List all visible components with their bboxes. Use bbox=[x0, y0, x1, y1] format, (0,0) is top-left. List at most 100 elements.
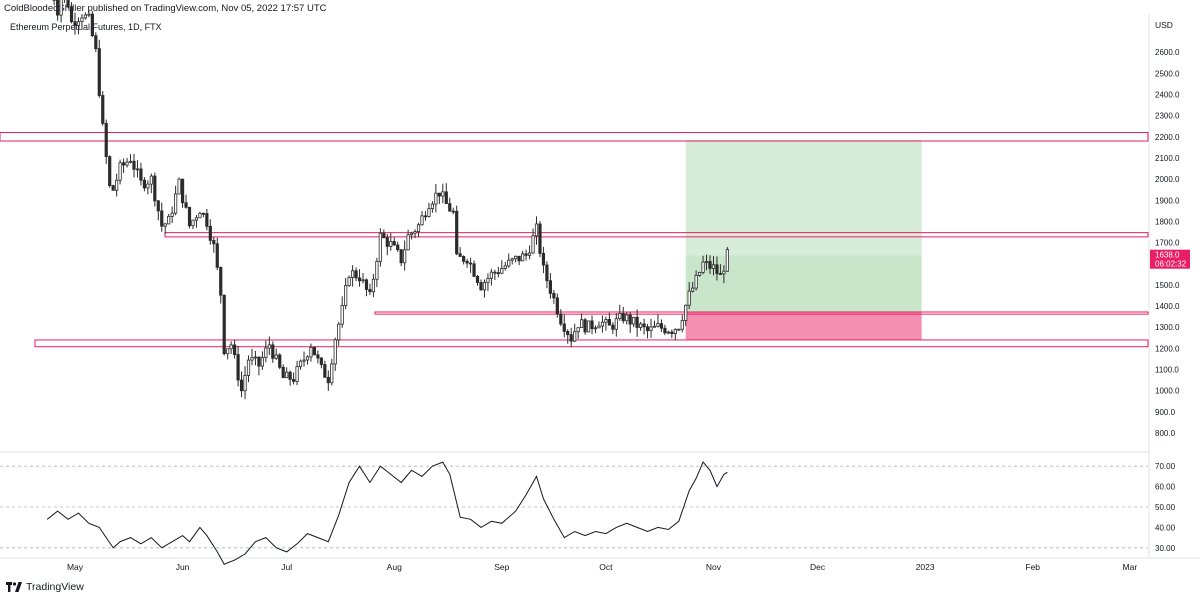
candle-up bbox=[416, 224, 421, 233]
rsi-tick-label: 60.00 bbox=[1155, 483, 1176, 492]
horizontal-level-zone[interactable] bbox=[164, 232, 1149, 238]
candle-up bbox=[371, 278, 376, 293]
candle-up bbox=[666, 331, 670, 334]
candle-up bbox=[486, 277, 490, 283]
candle-up bbox=[260, 357, 264, 367]
candle-down bbox=[66, 0, 70, 8]
candle-up bbox=[167, 215, 171, 225]
candle-up bbox=[725, 249, 729, 272]
candle-down bbox=[326, 376, 330, 384]
candle-down bbox=[385, 237, 389, 247]
candle-up bbox=[694, 275, 698, 289]
candle-up bbox=[632, 316, 636, 325]
time-tick-label: Jun bbox=[176, 562, 190, 572]
candle-up bbox=[704, 261, 709, 263]
candle-up bbox=[680, 319, 684, 330]
candle-down bbox=[219, 266, 223, 296]
candle-down bbox=[271, 344, 275, 359]
candle-down bbox=[208, 225, 212, 241]
candle-down bbox=[517, 255, 521, 262]
rsi-tick-label: 30.00 bbox=[1155, 544, 1176, 553]
candle-down bbox=[69, 6, 74, 23]
candle-up bbox=[375, 261, 379, 280]
axes: 2600.0 2500.0 2400.0 2300.0 2200.0 2100.0 2000… bbox=[67, 48, 1180, 572]
horizontal-level-zone[interactable] bbox=[34, 339, 1149, 348]
candle-down bbox=[382, 232, 386, 239]
candle-down bbox=[184, 202, 188, 208]
candle-up bbox=[434, 192, 438, 205]
candle-up bbox=[174, 193, 178, 214]
candle-down bbox=[552, 292, 556, 299]
candle-up bbox=[305, 356, 310, 361]
candle-down bbox=[715, 264, 719, 274]
price-tick-label: 2200.0 bbox=[1155, 133, 1180, 142]
candle-down bbox=[670, 331, 674, 334]
time-tick-label: Sep bbox=[494, 562, 509, 572]
candle-up bbox=[711, 264, 716, 269]
price-tick-label: 1900.0 bbox=[1155, 196, 1180, 205]
candle-down bbox=[635, 316, 639, 328]
candle-down bbox=[222, 294, 226, 355]
candle-up bbox=[514, 255, 518, 260]
bar-countdown: 06:02:32 bbox=[1155, 260, 1187, 269]
candle-up bbox=[691, 287, 695, 292]
time-tick-label: Aug bbox=[387, 562, 402, 572]
candle-down bbox=[659, 323, 664, 329]
candle-up bbox=[80, 17, 84, 23]
candle-down bbox=[451, 210, 455, 213]
candle-down bbox=[233, 344, 237, 355]
candle-down bbox=[479, 282, 483, 291]
candle-up bbox=[298, 360, 303, 367]
candle-up bbox=[198, 212, 202, 219]
candle-up bbox=[500, 268, 504, 274]
price-tick-label: 900.0 bbox=[1155, 408, 1176, 417]
candle-up bbox=[135, 168, 140, 171]
time-tick-label: 2023 bbox=[916, 562, 935, 572]
candle-down bbox=[101, 95, 105, 124]
currency-label: USD bbox=[1155, 20, 1173, 30]
candle-down bbox=[396, 244, 400, 251]
tradingview-brand-label: TradingView bbox=[26, 581, 84, 593]
candle-up bbox=[128, 160, 133, 163]
footer-brand[interactable]: TradingView bbox=[6, 580, 84, 594]
candle-down bbox=[392, 241, 396, 246]
candle-down bbox=[569, 334, 573, 342]
candle-up bbox=[604, 319, 608, 323]
candle-up bbox=[649, 326, 653, 332]
candle-up bbox=[580, 319, 584, 329]
price-tick-label: 2000.0 bbox=[1155, 175, 1180, 184]
candle-up bbox=[510, 258, 514, 261]
candle-up bbox=[409, 232, 414, 236]
price-tick-label: 1300.0 bbox=[1155, 323, 1180, 332]
candle-down bbox=[538, 223, 542, 254]
candle-down bbox=[663, 327, 667, 334]
time-tick-label: Mar bbox=[1123, 562, 1138, 572]
candle-up bbox=[285, 371, 289, 379]
candle-down bbox=[111, 185, 115, 191]
candle-down bbox=[288, 371, 292, 380]
price-tick-label: 1800.0 bbox=[1155, 217, 1180, 226]
candle-up bbox=[177, 178, 181, 195]
price-tick-label: 2300.0 bbox=[1155, 112, 1180, 121]
time-tick-label: Oct bbox=[599, 562, 613, 572]
candle-down bbox=[562, 323, 566, 332]
candle-up bbox=[701, 261, 705, 273]
candle-down bbox=[437, 192, 441, 197]
horizontal-level-zone[interactable] bbox=[0, 132, 1149, 142]
candle-up bbox=[420, 215, 424, 226]
candle-down bbox=[73, 21, 77, 26]
candle-down bbox=[94, 35, 98, 50]
candle-up bbox=[413, 231, 417, 234]
candle-up bbox=[170, 212, 174, 217]
horizontal-level-zone[interactable] bbox=[374, 311, 1149, 315]
candle-up bbox=[340, 304, 344, 325]
candle-down bbox=[187, 206, 192, 227]
horizontal-levels[interactable] bbox=[0, 132, 1149, 348]
candle-up bbox=[482, 282, 487, 291]
candle-up bbox=[361, 279, 365, 282]
candle-down bbox=[319, 357, 323, 365]
candle-up bbox=[576, 327, 580, 333]
last-price-value: 1638.0 bbox=[1155, 251, 1180, 260]
candle-up bbox=[267, 344, 271, 349]
